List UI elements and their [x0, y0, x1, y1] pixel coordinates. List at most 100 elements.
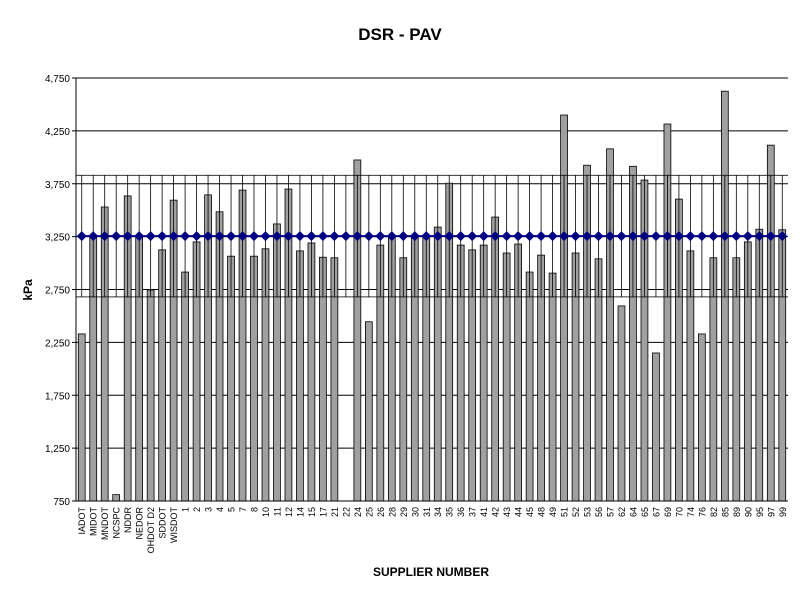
mean-marker [363, 231, 374, 242]
mean-marker [271, 231, 282, 242]
mean-marker [329, 231, 340, 242]
mean-marker [513, 231, 524, 242]
mean-marker [145, 231, 156, 242]
mean-marker [226, 231, 237, 242]
x-tick-label: NCSPC [112, 507, 122, 539]
mean-marker [444, 231, 455, 242]
x-tick-label: 41 [479, 507, 489, 517]
mean-marker [582, 231, 593, 242]
mean-marker [536, 231, 547, 242]
x-tick-label: 97 [766, 507, 776, 517]
mean-marker [650, 231, 661, 242]
mean-marker [754, 231, 765, 242]
mean-marker [340, 231, 351, 242]
mean-marker [122, 231, 133, 242]
x-tick-label: 67 [651, 507, 661, 517]
x-tick-label: 29 [399, 507, 409, 517]
mean-marker [731, 231, 742, 242]
mean-marker [180, 231, 191, 242]
x-tick-label: 82 [709, 507, 719, 517]
x-tick-label: 56 [594, 507, 604, 517]
x-tick-label: 36 [456, 507, 466, 517]
x-tick-label: 48 [537, 507, 547, 517]
chart-title: DSR - PAV [358, 25, 442, 44]
y-tick-label: 750 [53, 497, 70, 508]
y-tick-label: 4,250 [45, 127, 70, 138]
x-tick-label: 4 [215, 507, 225, 512]
x-tick-label: 99 [778, 507, 788, 517]
mean-marker [490, 231, 501, 242]
mean-marker [685, 231, 696, 242]
mean-marker [662, 231, 673, 242]
x-tick-label: MNDOT [100, 507, 110, 540]
x-tick-label: 65 [640, 507, 650, 517]
y-tick-label: 3,250 [45, 233, 70, 244]
mean-marker [639, 231, 650, 242]
mean-marker [467, 231, 478, 242]
mean-marker [501, 231, 512, 242]
y-tick-label: 2,250 [45, 338, 70, 349]
mean-marker [168, 231, 179, 242]
mean-marker [398, 231, 409, 242]
mean-marker [111, 231, 122, 242]
x-axis-label: SUPPLIER NUMBER [373, 565, 489, 579]
x-tick-label: 45 [525, 507, 535, 517]
x-tick-label: SDDOT [158, 506, 168, 538]
mean-marker [191, 231, 202, 242]
x-tick-label: 15 [307, 507, 317, 517]
mean-marker [673, 231, 684, 242]
bar [652, 352, 660, 502]
x-tick-label: 11 [272, 507, 282, 516]
y-axis-label: kPa [21, 279, 35, 301]
mean-marker [742, 231, 753, 242]
x-tick-label: 25 [364, 507, 374, 517]
mean-marker [559, 231, 570, 242]
y-tick-label: 1,750 [45, 391, 70, 402]
x-tick-label: 52 [571, 507, 581, 517]
x-tick-label: IADOT [77, 507, 87, 535]
mean-marker [421, 231, 432, 242]
x-tick-label: 57 [606, 507, 616, 517]
x-tick-label: 90 [743, 507, 753, 517]
x-tick-label: 28 [387, 507, 397, 517]
mean-marker [627, 231, 638, 242]
x-tick-label: 69 [663, 507, 673, 517]
mean-marker [375, 231, 386, 242]
mean-marker [283, 231, 294, 242]
x-tick-label: 2 [192, 507, 202, 512]
x-tick-label: 26 [376, 507, 386, 517]
mean-marker [593, 231, 604, 242]
x-tick-label: 22 [341, 507, 351, 517]
mean-marker [76, 231, 87, 242]
x-tick-label: 3 [204, 507, 214, 512]
mean-marker [708, 231, 719, 242]
mean-marker [294, 231, 305, 242]
bar [560, 114, 568, 502]
y-tick-label: 2,750 [45, 286, 70, 297]
mean-marker [455, 231, 466, 242]
mean-marker [777, 231, 788, 242]
x-tick-label: 74 [686, 507, 696, 517]
x-tick-label: 51 [560, 507, 570, 517]
x-tick-label: 24 [353, 507, 363, 517]
mean-marker [306, 231, 317, 242]
mean-marker [409, 231, 420, 242]
mean-marker [134, 231, 145, 242]
mean-marker [605, 231, 615, 242]
x-tick-label: OHDOT D2 [146, 507, 156, 553]
x-tick-label: 10 [261, 507, 271, 517]
mean-marker [317, 231, 328, 242]
x-tick-label: 30 [410, 507, 420, 517]
mean-marker [696, 231, 707, 242]
bar [112, 494, 121, 502]
mean-marker [203, 231, 214, 242]
mean-marker [432, 231, 443, 242]
x-tick-label: 44 [514, 507, 524, 517]
x-tick-label: MIDOT [89, 507, 99, 536]
bar [77, 333, 86, 502]
mean-marker [157, 231, 168, 242]
x-tick-label: 76 [697, 507, 707, 517]
bar [181, 271, 189, 502]
mean-marker [214, 231, 225, 242]
bar [364, 321, 373, 502]
